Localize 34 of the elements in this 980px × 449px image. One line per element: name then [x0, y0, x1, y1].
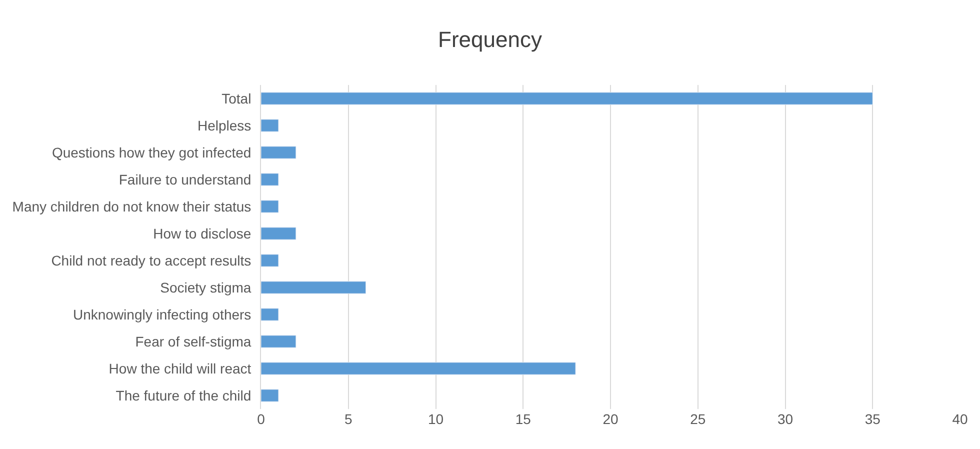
- bar: [261, 308, 279, 321]
- bar: [261, 92, 873, 105]
- bar: [261, 362, 576, 375]
- bar: [261, 119, 279, 132]
- x-tick-label: 5: [344, 411, 352, 427]
- y-tick-label: Helpless: [197, 117, 252, 134]
- chart-title: Frequency: [438, 26, 542, 52]
- y-tick-label: Unknowingly infecting others: [72, 306, 252, 322]
- x-tick-label: 30: [777, 411, 794, 427]
- y-tick-label: The future of the child: [116, 387, 252, 404]
- y-tick-label: Society stigma: [160, 279, 252, 296]
- bar: [261, 173, 279, 186]
- bar: [261, 200, 279, 213]
- x-tick-label: 10: [428, 411, 444, 427]
- x-tick-label: 0: [257, 411, 266, 427]
- y-tick-label: Child not ready to accept results: [51, 252, 252, 268]
- bar: [261, 389, 279, 402]
- bar: [261, 335, 296, 348]
- y-tick-label: How to disclose: [153, 225, 252, 242]
- y-tick-label: Many children do not know their status: [12, 198, 252, 214]
- bar: [261, 146, 296, 159]
- bar: [261, 281, 366, 294]
- bar: [261, 254, 279, 267]
- y-tick-label: Failure to understand: [118, 171, 252, 188]
- y-tick-label: Total: [222, 90, 252, 106]
- y-tick-label: Fear of self-stigma: [135, 333, 252, 350]
- y-tick-label: Questions how they got infected: [52, 144, 252, 160]
- x-tick-label: 35: [864, 411, 881, 427]
- y-tick-label: How the child will react: [108, 360, 252, 376]
- x-tick-label: 25: [690, 411, 706, 427]
- bar: [261, 227, 296, 240]
- x-tick-label: 20: [602, 411, 618, 427]
- x-tick-label: 40: [952, 411, 968, 427]
- x-tick-label: 15: [515, 411, 532, 427]
